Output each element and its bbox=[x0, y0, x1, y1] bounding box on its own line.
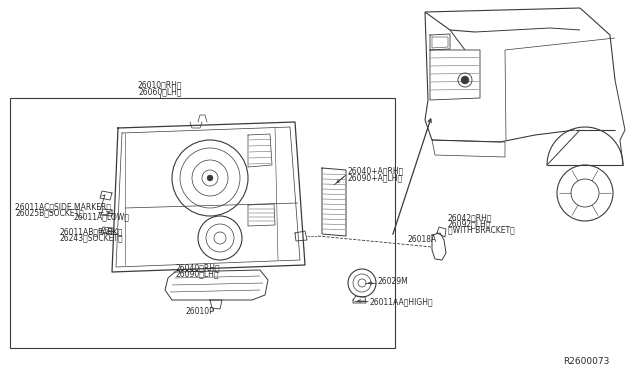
Text: 26090〈LH〉: 26090〈LH〉 bbox=[175, 269, 218, 279]
Text: 26090+A〈LH〉: 26090+A〈LH〉 bbox=[348, 173, 403, 183]
Circle shape bbox=[461, 76, 469, 84]
Text: 26029M: 26029M bbox=[378, 276, 409, 285]
Bar bbox=[10, 98, 395, 348]
Text: 〈WITH BRACKET〉: 〈WITH BRACKET〉 bbox=[448, 225, 515, 234]
Text: 26011AC〈SIDE MARKER〉: 26011AC〈SIDE MARKER〉 bbox=[15, 202, 111, 212]
Text: 26040〈RH〉: 26040〈RH〉 bbox=[175, 263, 220, 273]
Text: 26060〈LH〉: 26060〈LH〉 bbox=[138, 87, 182, 96]
Text: 26025B〈SOCKET〉: 26025B〈SOCKET〉 bbox=[15, 208, 84, 218]
Text: 26010P: 26010P bbox=[185, 307, 214, 315]
Text: 26011AB〈PARK〉: 26011AB〈PARK〉 bbox=[60, 228, 124, 237]
Text: R2600073: R2600073 bbox=[564, 357, 610, 366]
Circle shape bbox=[207, 175, 213, 181]
Text: 26092〈LH〉: 26092〈LH〉 bbox=[448, 219, 492, 228]
Text: 26040+A〈RH〉: 26040+A〈RH〉 bbox=[348, 167, 404, 176]
Text: 26011A〈LOW〉: 26011A〈LOW〉 bbox=[73, 212, 129, 221]
Text: 26018A: 26018A bbox=[407, 234, 436, 244]
Text: 26042〈RH〉: 26042〈RH〉 bbox=[448, 214, 493, 222]
Text: 26243〈SOCKET〉: 26243〈SOCKET〉 bbox=[60, 234, 124, 243]
Text: 26011AA〈HIGH〉: 26011AA〈HIGH〉 bbox=[370, 298, 434, 307]
Text: 26010〈RH〉: 26010〈RH〉 bbox=[138, 80, 182, 90]
